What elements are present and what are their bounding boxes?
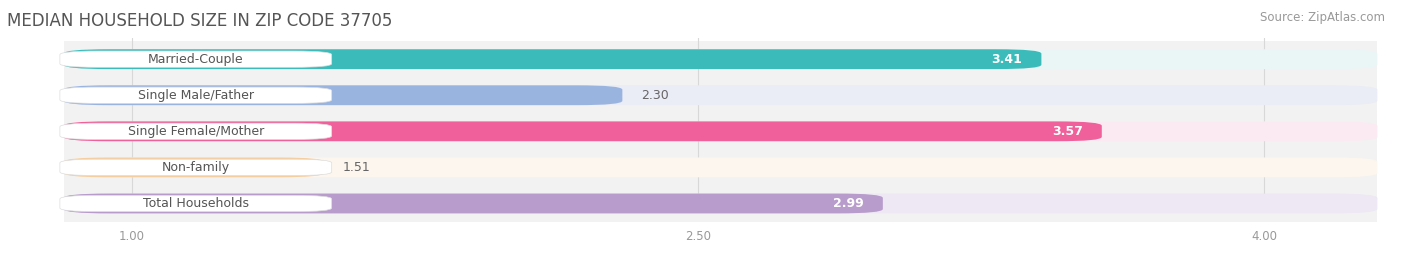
- FancyBboxPatch shape: [60, 51, 332, 67]
- FancyBboxPatch shape: [63, 77, 1378, 113]
- FancyBboxPatch shape: [63, 121, 1102, 141]
- FancyBboxPatch shape: [63, 85, 1378, 105]
- FancyBboxPatch shape: [63, 158, 1378, 177]
- FancyBboxPatch shape: [63, 49, 1042, 69]
- FancyBboxPatch shape: [63, 149, 1378, 185]
- Text: 3.57: 3.57: [1052, 125, 1083, 138]
- Text: 2.99: 2.99: [834, 197, 863, 210]
- Text: Married-Couple: Married-Couple: [148, 53, 243, 66]
- FancyBboxPatch shape: [60, 87, 332, 103]
- FancyBboxPatch shape: [63, 193, 883, 213]
- Text: 3.41: 3.41: [991, 53, 1022, 66]
- Text: MEDIAN HOUSEHOLD SIZE IN ZIP CODE 37705: MEDIAN HOUSEHOLD SIZE IN ZIP CODE 37705: [7, 12, 392, 30]
- Text: 1.51: 1.51: [343, 161, 371, 174]
- Text: 2.30: 2.30: [641, 89, 669, 102]
- FancyBboxPatch shape: [63, 49, 1378, 69]
- FancyBboxPatch shape: [63, 113, 1378, 149]
- FancyBboxPatch shape: [63, 85, 623, 105]
- FancyBboxPatch shape: [60, 195, 332, 212]
- Text: Non-family: Non-family: [162, 161, 229, 174]
- FancyBboxPatch shape: [63, 158, 325, 177]
- FancyBboxPatch shape: [63, 121, 1378, 141]
- Text: Single Male/Father: Single Male/Father: [138, 89, 253, 102]
- FancyBboxPatch shape: [60, 123, 332, 139]
- Text: Single Female/Mother: Single Female/Mother: [128, 125, 264, 138]
- Text: Total Households: Total Households: [143, 197, 249, 210]
- FancyBboxPatch shape: [60, 159, 332, 176]
- FancyBboxPatch shape: [63, 185, 1378, 222]
- Text: Source: ZipAtlas.com: Source: ZipAtlas.com: [1260, 11, 1385, 24]
- FancyBboxPatch shape: [63, 41, 1378, 77]
- FancyBboxPatch shape: [63, 193, 1378, 213]
